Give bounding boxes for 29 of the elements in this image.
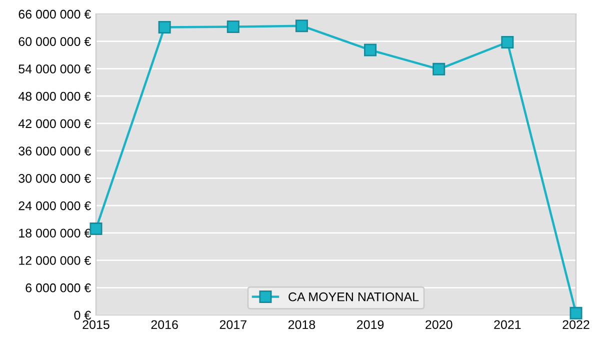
y-tick-label: 24 000 000 € [18, 201, 91, 210]
y-tick-label: 36 000 000 € [18, 146, 91, 156]
x-tick-label: 2016 [151, 320, 178, 330]
x-tick-label: 2015 [82, 320, 110, 330]
legend-label: CA MOYEN NATIONAL [288, 292, 419, 302]
point [226, 20, 240, 34]
point [570, 306, 582, 320]
y-tick-label: 42 000 000 € [18, 119, 91, 128]
y-tick-label: 54 000 000 € [18, 64, 91, 74]
y-tick-label: 18 000 000 € [19, 228, 91, 238]
point [295, 20, 308, 32]
point [364, 44, 377, 56]
point [432, 62, 446, 76]
y-tick-label: 30 000 000 € [18, 174, 91, 183]
y-tick-label: 0 € [74, 310, 91, 320]
x-tick-label: 2017 [220, 320, 246, 330]
y-tick-label: 66 000 000 € [18, 10, 91, 19]
y-tick-label: 6 000 000 € [26, 283, 91, 292]
y-tick-label: 60 000 000 € [18, 37, 91, 46]
point [158, 20, 171, 34]
point [90, 222, 102, 236]
x-tick-label: 2019 [357, 320, 384, 330]
x-tick-label: 2022 [562, 320, 590, 330]
x-tick-label: 2018 [288, 320, 316, 330]
y-tick-label: 48 000 000 € [18, 92, 91, 101]
point [501, 36, 514, 49]
x-tick-label: 2021 [494, 320, 521, 330]
x-tick-label: 2020 [426, 320, 452, 330]
y-tick-label: 12 000 000 € [19, 256, 91, 265]
